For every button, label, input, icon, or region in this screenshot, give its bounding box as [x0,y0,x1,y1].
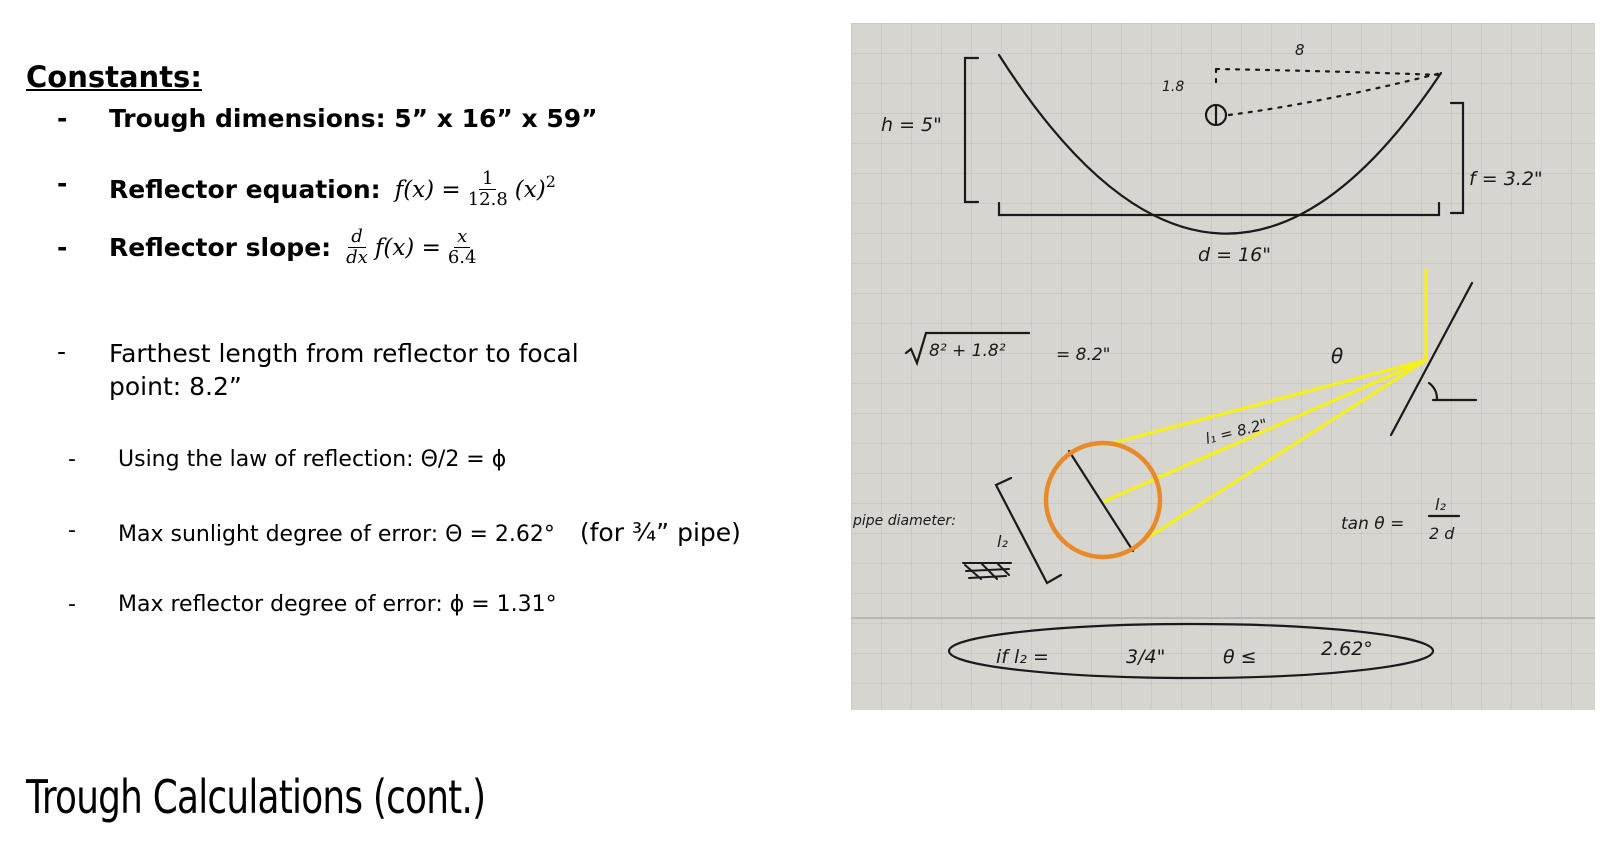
constants-heading: Constants: [26,60,202,94]
dotted-focal-line [1227,71,1443,117]
label-theta: θ [1331,344,1343,368]
slope-num: x [454,227,471,248]
derivative-fraction: d dx [343,227,371,268]
d-bracket [997,201,1441,217]
label-sqrt: 8² + 1.8² [929,341,1006,361]
reflector-exp: 2 [545,172,556,191]
angle-arc [1427,381,1439,401]
label-tan: tan θ = [1341,514,1404,534]
paper-grid [851,23,1595,710]
bullet-dash: - [68,447,76,472]
label-tan-den: 2 d [1429,524,1455,543]
sqrt-symbol [904,331,1031,367]
bullet-dash: - [57,337,67,366]
label-top-8: 8 [1295,41,1305,59]
bullet-dash: - [68,518,76,543]
farthest-line1: Farthest length from reflector to focal [109,339,579,368]
reflector-slope-label: Reflector slope: [109,233,332,262]
slope-fraction: x 6.4 [445,227,480,268]
label-bottom-frac: 3/4" [1126,646,1165,668]
reflector-fraction: 1 12.8 [465,169,511,210]
label-top-18: 1.8 [1162,79,1184,95]
label-h: h = 5" [881,114,942,136]
sun-error: Max sunlight degree of error: Θ = 2.62° [118,522,555,547]
bullet-dash: - [57,169,68,198]
label-d: d = 16" [1198,244,1271,266]
sketch-photo: h = 5" f = 3.2" d = 16" 8 1.8 8² + 1.8² … [851,23,1595,710]
reflector-parabola [997,53,1443,235]
sun-error-note: (for ¾” pipe) [579,518,741,547]
trough-dimensions: Trough dimensions: 5” x 16” x 59” [109,104,598,133]
light-rays [1103,268,1428,544]
bullet-dash: - [68,592,76,617]
slope-den: 6.4 [447,247,477,268]
h-bracket [963,56,980,204]
reflector-rhs: (x) [514,176,546,203]
label-bottom-theta: θ ≤ [1223,646,1257,668]
label-tan-num: l₂ [1435,495,1446,514]
reflector-error: Max reflector degree of error: ϕ = 1.31° [118,592,557,617]
label-pipe: pipe diameter: [852,513,956,529]
label-bottom-val: 2.62° [1321,638,1373,660]
pipe-bracket [994,476,1063,585]
ray-top [1107,358,1428,446]
mirror-line [1389,281,1474,437]
scribble [962,562,1012,580]
label-eq: = 8.2" [1056,345,1111,365]
result-ellipse [947,622,1435,680]
pipe-circle [1043,440,1163,560]
label-bottom-if: if l₂ = [996,646,1049,668]
ray-bottom [1139,358,1428,544]
reflector-den: 12.8 [467,189,508,210]
reflector-lhs: f(x) = [394,176,461,203]
reflector-equation-label: Reflector equation: [109,175,381,204]
label-l2: l₂ [997,532,1008,551]
law-of-reflection: Using the law of reflection: Θ/2 = ϕ [118,447,507,472]
label-f: f = 3.2" [1469,168,1543,190]
dotted-top-line [1214,67,1443,85]
slide-title: Trough Calculations (cont.) [26,770,486,824]
ray-middle [1103,358,1428,503]
derivative-den: dx [346,247,368,268]
slope-mid: f(x) = [374,234,441,261]
derivative-num: d [348,227,366,248]
farthest-line2: point: 8.2” [109,372,242,401]
reflector-num: 1 [479,169,497,190]
pipe-diameter-line [1067,449,1135,553]
bullet-dash: - [57,104,68,133]
f-bracket [1449,101,1465,215]
bullet-dash: - [57,233,68,262]
